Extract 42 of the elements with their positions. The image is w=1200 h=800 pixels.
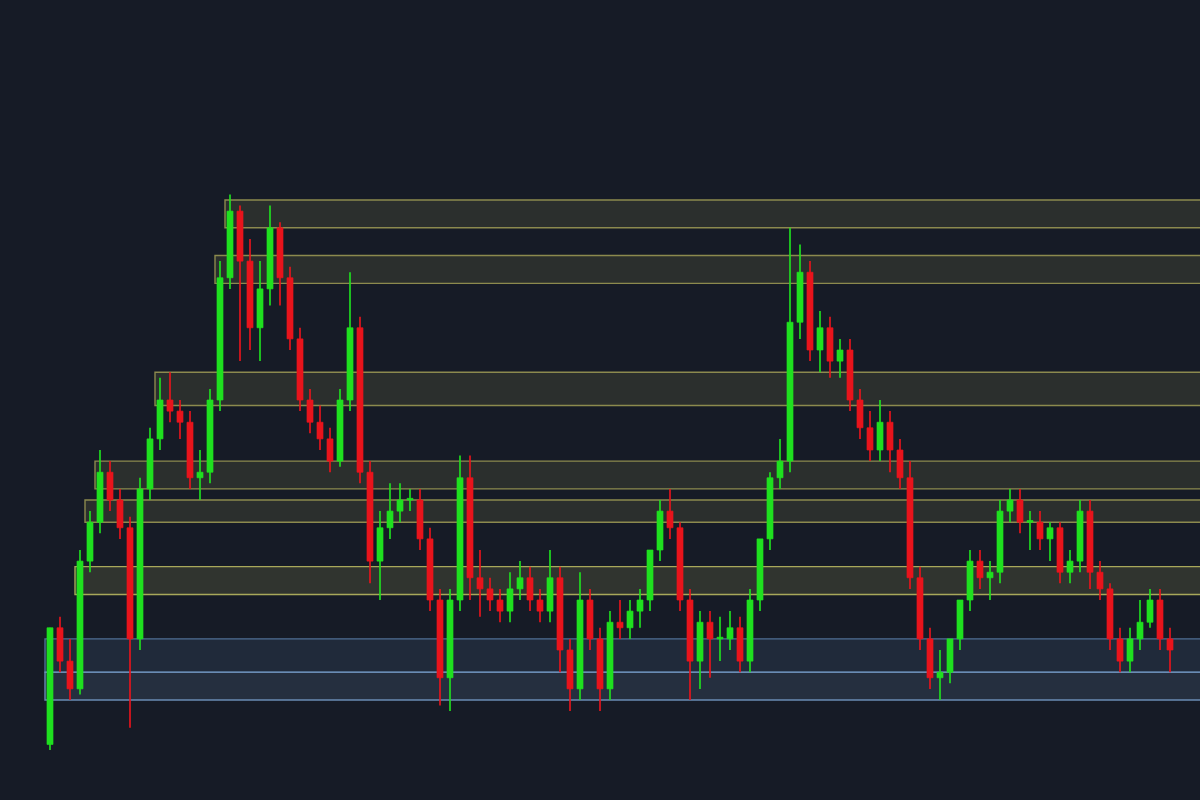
candlestick — [1146, 588, 1154, 629]
candlestick — [406, 488, 414, 512]
candlestick — [1036, 510, 1044, 551]
candlestick — [836, 338, 844, 379]
candlestick — [636, 588, 644, 629]
candlestick — [176, 399, 184, 440]
candlestick — [866, 410, 874, 462]
candlestick — [196, 449, 204, 501]
candlestick — [616, 599, 624, 640]
candlestick — [506, 571, 514, 624]
candlestick — [486, 576, 494, 612]
candlestick — [1096, 560, 1104, 601]
candlestick — [516, 560, 524, 601]
candlestick — [1126, 626, 1134, 674]
candlestick — [816, 310, 824, 374]
candlestick — [1166, 626, 1174, 674]
candlestick — [776, 438, 784, 490]
candlestick — [976, 549, 984, 590]
candlestick — [476, 549, 484, 618]
candlestick — [1026, 510, 1034, 551]
candlestick — [386, 482, 394, 540]
candlestick — [1006, 488, 1014, 524]
candlestick — [716, 615, 724, 662]
candlestick — [1016, 488, 1024, 535]
candlestick — [496, 588, 504, 624]
candlestick — [726, 610, 734, 651]
candlestick — [706, 610, 714, 679]
candlestick — [536, 588, 544, 624]
candlestick — [526, 565, 534, 612]
candlestick — [626, 599, 634, 640]
candlestick — [1066, 549, 1074, 585]
candlestick — [166, 371, 174, 424]
candlestick — [1116, 626, 1124, 674]
candlestick — [1136, 599, 1144, 651]
candlestick — [326, 426, 334, 474]
candlestick — [306, 388, 314, 435]
candlestick — [936, 649, 944, 701]
candlestick — [396, 482, 404, 524]
candlestick — [1046, 521, 1054, 562]
candlestick — [986, 560, 994, 601]
candlestick — [316, 404, 324, 451]
candlestick — [666, 488, 674, 540]
